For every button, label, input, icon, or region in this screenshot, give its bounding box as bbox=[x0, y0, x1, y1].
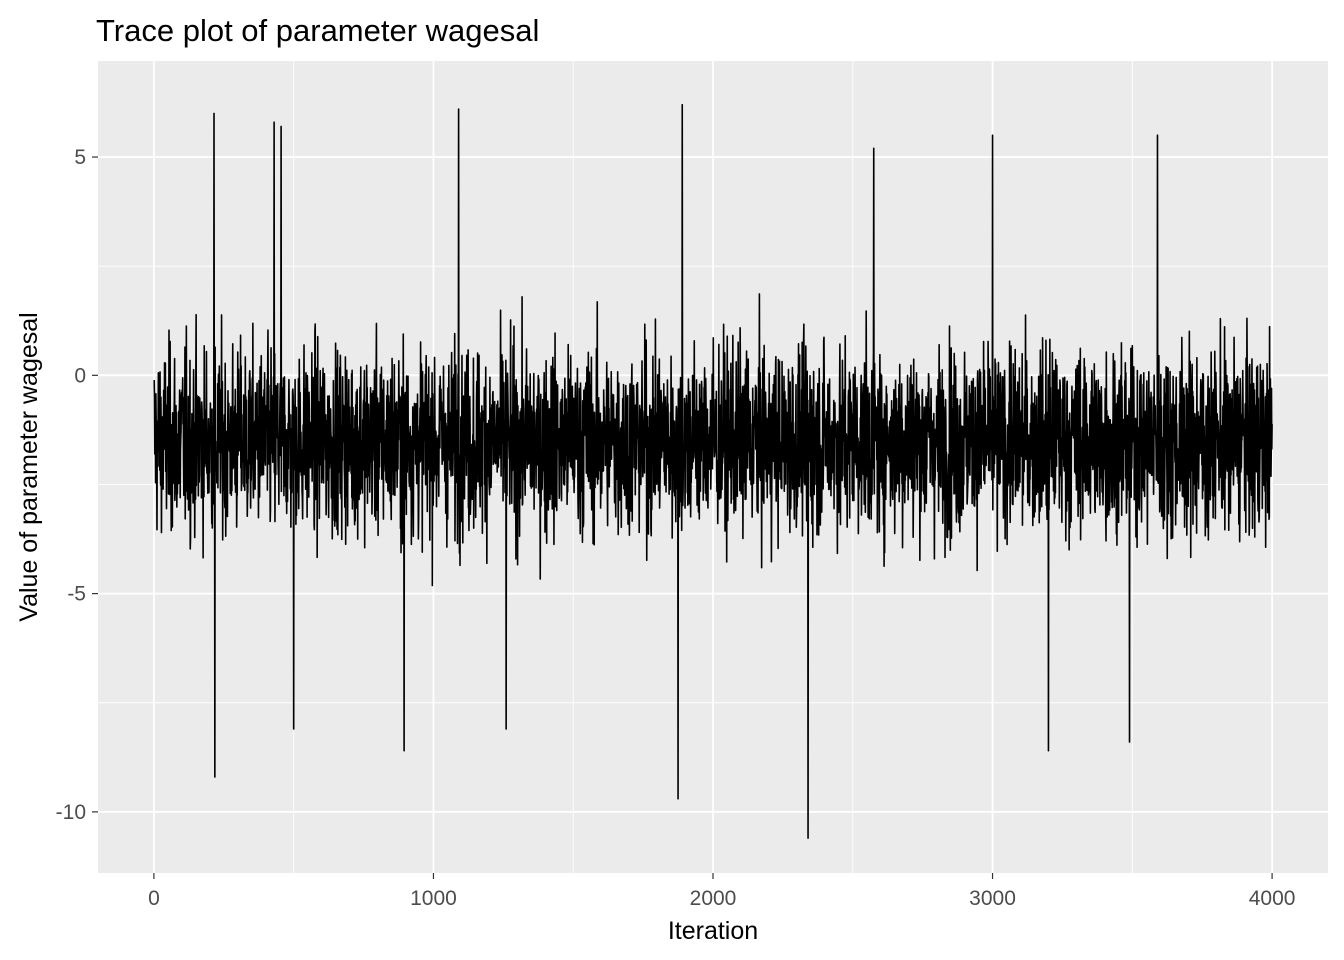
y-tick-label: -10 bbox=[56, 801, 86, 824]
x-tick-label: 2000 bbox=[690, 887, 737, 910]
y-tick-label: -5 bbox=[67, 583, 86, 606]
y-axis-title: Value of parameter wagesal bbox=[15, 312, 43, 621]
y-tick-label: 0 bbox=[74, 364, 86, 387]
x-axis-title: Iteration bbox=[668, 917, 758, 945]
x-tick-label: 4000 bbox=[1249, 887, 1296, 910]
chart-title: Trace plot of parameter wagesal bbox=[96, 13, 539, 48]
x-tick-label: 3000 bbox=[969, 887, 1016, 910]
x-tick-label: 1000 bbox=[410, 887, 457, 910]
y-axis: -10 -5 0 5 bbox=[56, 146, 98, 824]
x-tick-label: 0 bbox=[148, 887, 160, 910]
y-tick-label: 5 bbox=[74, 146, 86, 169]
x-axis: 0 1000 2000 3000 4000 bbox=[148, 873, 1295, 910]
trace-line bbox=[153, 103, 1273, 839]
